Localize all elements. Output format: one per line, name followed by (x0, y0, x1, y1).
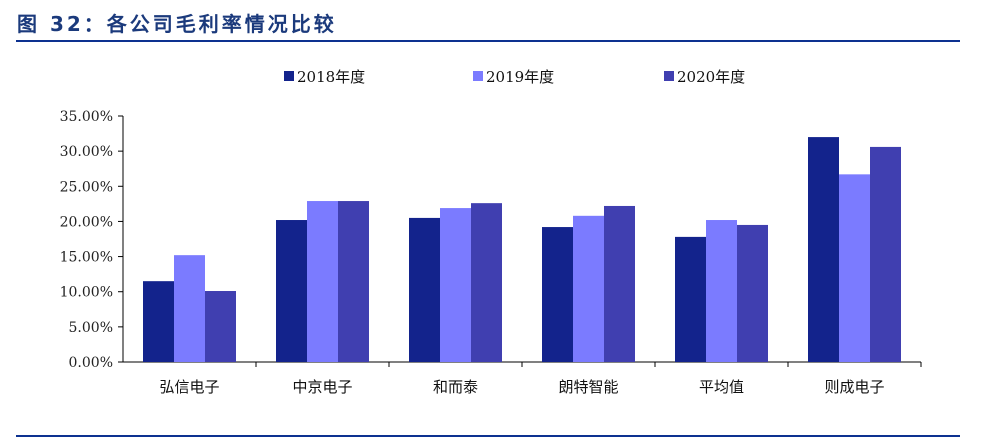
x-category-label: 弘信电子 (159, 378, 219, 396)
y-tick-label: 35.00% (60, 109, 113, 125)
y-tick-label: 10.00% (60, 285, 113, 301)
legend-swatch (473, 71, 483, 81)
bar-2020年度 (471, 203, 502, 362)
y-tick-label: 30.00% (60, 144, 113, 160)
bar-2019年度 (573, 215, 604, 362)
bar-2018年度 (675, 236, 706, 362)
y-tick-label: 25.00% (60, 179, 113, 195)
legend-label: 2019年度 (486, 68, 554, 86)
legend-swatch (284, 71, 294, 81)
bar-2020年度 (205, 291, 236, 362)
x-category-label: 平均值 (699, 378, 744, 396)
x-category-label: 则成电子 (824, 378, 884, 396)
y-tick-label: 15.00% (60, 250, 113, 266)
bar-2018年度 (808, 137, 839, 362)
y-tick-label: 20.00% (60, 214, 113, 230)
bar-2020年度 (338, 201, 369, 362)
legend-label: 2020年度 (677, 68, 745, 86)
bar-2018年度 (276, 220, 307, 362)
bar-2019年度 (440, 208, 471, 362)
figure-title: 图 32：各公司毛利率情况比较 (17, 12, 337, 36)
legend-label: 2018年度 (297, 68, 365, 86)
legend-swatch (664, 71, 674, 81)
bar-2019年度 (839, 174, 870, 362)
y-tick-label: 5.00% (69, 320, 113, 336)
y-tick-label: 0.00% (69, 355, 113, 371)
x-category-label: 中京电子 (292, 378, 352, 396)
x-category-label: 朗特智能 (558, 378, 618, 396)
bar-2018年度 (409, 217, 440, 362)
bar-2018年度 (542, 227, 573, 362)
bottom-divider (16, 435, 960, 437)
bar-2020年度 (604, 205, 635, 362)
x-category-label: 和而泰 (433, 378, 478, 396)
bar-2019年度 (174, 255, 205, 362)
bar-2020年度 (870, 146, 901, 362)
bar-2018年度 (143, 281, 174, 362)
bar-2020年度 (737, 224, 768, 362)
bar-2019年度 (706, 220, 737, 362)
title-divider (16, 40, 960, 42)
bar-2019年度 (307, 201, 338, 362)
